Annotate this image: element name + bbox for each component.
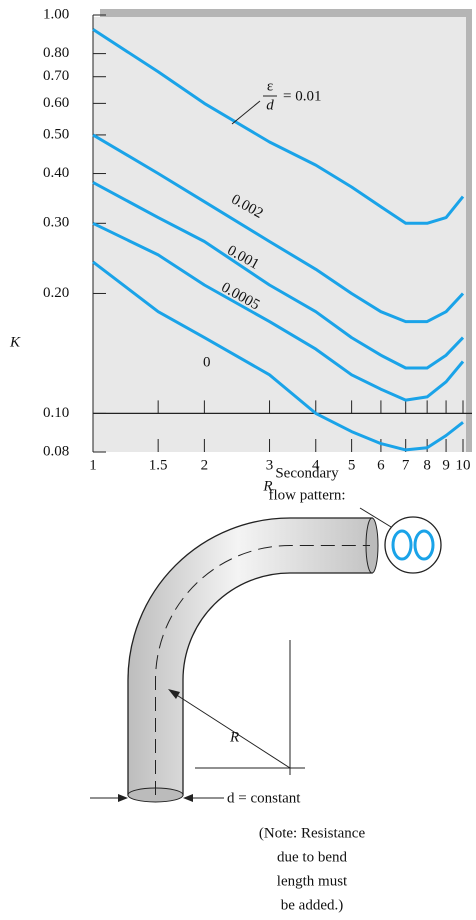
plot-area (93, 17, 466, 452)
x-tick-label: 3 (266, 457, 274, 473)
x-tick-label: 4 (312, 457, 320, 473)
note: due to bend (277, 849, 347, 865)
ratio-top: ε (267, 78, 273, 94)
y-tick-label: 0.30 (43, 215, 69, 231)
arrow-head (168, 689, 180, 699)
line-series (92, 28, 465, 225)
radius-arrow (171, 691, 291, 769)
x-axis-label: R (262, 478, 272, 494)
line-series (92, 260, 464, 452)
y-tick-label: 1.00 (43, 6, 69, 22)
curve-label: = 0.01 (283, 88, 321, 104)
x-tick-label: 2 (201, 457, 209, 473)
y-tick-label: 0.20 (43, 285, 69, 301)
x-tick-label: 5 (348, 457, 356, 473)
line-series (92, 181, 465, 370)
flow-loop (391, 529, 413, 561)
note: (Note: Resistance (259, 825, 366, 841)
y-tick-label: 0.08 (43, 443, 69, 459)
x-tick-label: 8 (423, 457, 431, 473)
x-tick-label: 7 (402, 457, 410, 473)
y-tick-label: 0.60 (43, 95, 69, 111)
diameter-label: d = constant (227, 790, 301, 806)
y-tick-label: 0.80 (43, 45, 69, 61)
x-tick-label: 9 (442, 457, 450, 473)
y-tick-label: 0.70 (43, 68, 69, 84)
ratio-bottom: d (266, 97, 274, 113)
leader-line (359, 507, 397, 531)
y-tick-label: 0.40 (43, 165, 69, 181)
leader-line (231, 100, 261, 125)
curve-label: 0 (203, 354, 211, 370)
x-tick-label: 1 (89, 457, 97, 473)
flow-title: flow pattern: (268, 487, 345, 503)
note: be added.) (281, 897, 343, 913)
y-axis-label: K (9, 334, 21, 350)
x-tick-label: 10 (456, 457, 471, 473)
flow-loop (413, 529, 435, 561)
flow-title: Secondary (275, 465, 339, 481)
y-tick-label: 0.50 (43, 126, 69, 142)
pipe-bend (127, 517, 373, 796)
x-tick-label: 6 (377, 457, 385, 473)
x-tick-label: 1.5 (149, 457, 168, 473)
bend-diagram: R d = constant Secondary flow pattern: (… (90, 465, 442, 913)
line-series (92, 221, 465, 402)
radius-label: R (229, 729, 239, 745)
note: length must (277, 873, 348, 889)
line-series (92, 133, 465, 324)
arrow-head (118, 794, 128, 802)
centerline (155, 545, 370, 795)
y-tick-label: 0.10 (43, 405, 69, 421)
arrow-head (183, 794, 193, 802)
